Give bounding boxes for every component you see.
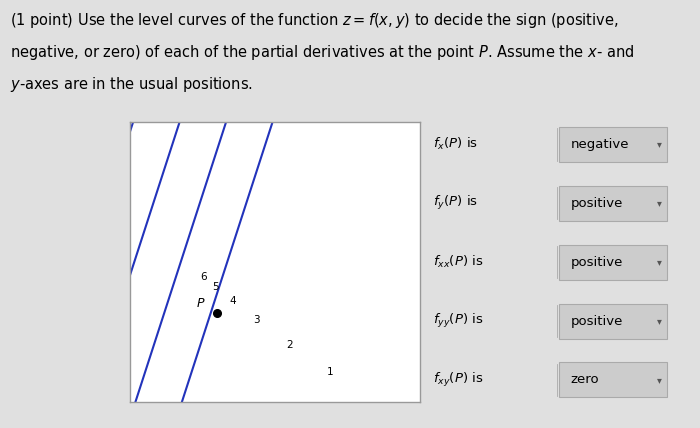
Text: positive: positive xyxy=(570,315,623,327)
FancyBboxPatch shape xyxy=(559,363,668,398)
Text: 3: 3 xyxy=(253,315,260,325)
FancyBboxPatch shape xyxy=(559,303,668,339)
Text: negative: negative xyxy=(570,138,629,151)
Text: $f_y(P)$ is: $f_y(P)$ is xyxy=(433,194,478,212)
Text: positive: positive xyxy=(570,197,623,210)
Text: $f_{xx}(P)$ is: $f_{xx}(P)$ is xyxy=(433,254,484,270)
FancyBboxPatch shape xyxy=(559,186,668,221)
FancyBboxPatch shape xyxy=(559,245,668,279)
Text: ▾: ▾ xyxy=(657,198,662,208)
Text: 2: 2 xyxy=(286,340,293,351)
Text: $f_x(P)$ is: $f_x(P)$ is xyxy=(433,137,478,152)
Text: $y$-axes are in the usual positions.: $y$-axes are in the usual positions. xyxy=(10,75,253,94)
Text: ▾: ▾ xyxy=(657,316,662,326)
Text: ▾: ▾ xyxy=(657,375,662,385)
Text: negative, or zero) of each of the partial derivatives at the point $P$. Assume t: negative, or zero) of each of the partia… xyxy=(10,43,635,62)
Text: 1: 1 xyxy=(327,367,334,377)
FancyBboxPatch shape xyxy=(559,127,668,162)
Text: $f_{xy}(P)$ is: $f_{xy}(P)$ is xyxy=(433,371,484,389)
Text: ▾: ▾ xyxy=(657,257,662,267)
Text: 4: 4 xyxy=(230,296,237,306)
Text: (1 point) Use the level curves of the function $z = f(x, y)$ to decide the sign : (1 point) Use the level curves of the fu… xyxy=(10,11,619,30)
Text: 6: 6 xyxy=(201,272,207,282)
Text: ▾: ▾ xyxy=(657,140,662,149)
Text: $P$: $P$ xyxy=(195,297,205,310)
Text: $f_{yy}(P)$ is: $f_{yy}(P)$ is xyxy=(433,312,484,330)
Text: 5: 5 xyxy=(212,282,219,291)
Text: zero: zero xyxy=(570,373,599,386)
Text: positive: positive xyxy=(570,256,623,269)
